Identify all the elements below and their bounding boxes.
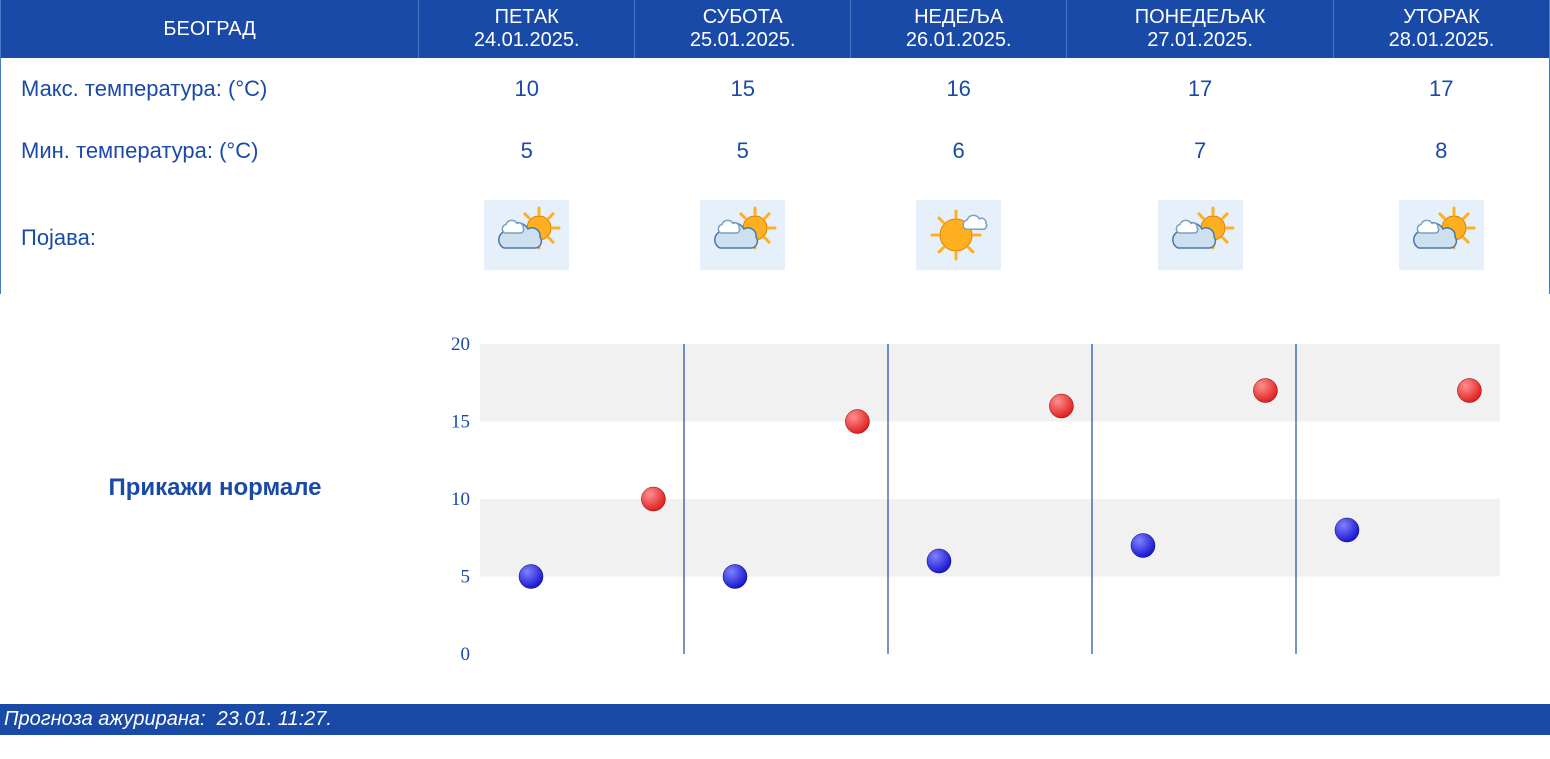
- row-min-temp: Мин. температура: (°C) 5 5 6 7 8: [1, 120, 1550, 182]
- weather-icon-0: [484, 200, 569, 270]
- svg-text:0: 0: [461, 644, 471, 665]
- max-2: 16: [851, 58, 1067, 120]
- row-min-label: Мин. температура: (°C): [1, 120, 419, 182]
- max-3: 17: [1067, 58, 1334, 120]
- row-condition: Појава:: [1, 182, 1550, 294]
- cond-4: [1333, 182, 1549, 294]
- min-2: 6: [851, 120, 1067, 182]
- cond-0: [419, 182, 635, 294]
- row-cond-label: Појава:: [1, 182, 419, 294]
- header-city: БЕОГРАД: [1, 0, 419, 58]
- svg-text:10: 10: [451, 489, 470, 510]
- min-4: 8: [1333, 120, 1549, 182]
- min-0: 5: [419, 120, 635, 182]
- min-3: 7: [1067, 120, 1334, 182]
- forecast-table: БЕОГРАД ПЕТАК24.01.2025. СУБОТА25.01.202…: [0, 0, 1550, 294]
- max-4: 17: [1333, 58, 1549, 120]
- temperature-chart: 0 5 10 15 20: [430, 334, 1510, 674]
- cond-2: [851, 182, 1067, 294]
- weather-icon-4: [1399, 200, 1484, 270]
- show-normals-link[interactable]: Прикажи нормале: [108, 474, 321, 501]
- header-row: БЕОГРАД ПЕТАК24.01.2025. СУБОТА25.01.202…: [1, 0, 1550, 58]
- weather-icon-1: [700, 200, 785, 270]
- max-1: 15: [635, 58, 851, 120]
- cond-3: [1067, 182, 1334, 294]
- weather-icon-2: [916, 200, 1001, 270]
- svg-text:5: 5: [461, 567, 471, 588]
- header-day-2: НЕДЕЉА26.01.2025.: [851, 0, 1067, 58]
- weather-icon-3: [1158, 200, 1243, 270]
- svg-text:15: 15: [451, 412, 470, 433]
- header-day-1: СУБОТА25.01.2025.: [635, 0, 851, 58]
- max-0: 10: [419, 58, 635, 120]
- min-1: 5: [635, 120, 851, 182]
- footer-updated: Прогноза ажурирана: 23.01. 11:27.: [0, 704, 1550, 735]
- cond-1: [635, 182, 851, 294]
- header-day-0: ПЕТАК24.01.2025.: [419, 0, 635, 58]
- svg-text:20: 20: [451, 334, 470, 355]
- row-max-temp: Макс. температура: (°C) 10 15 16 17 17: [1, 58, 1550, 120]
- header-day-3: ПОНЕДЕЉАК27.01.2025.: [1067, 0, 1334, 58]
- row-max-label: Макс. температура: (°C): [1, 58, 419, 120]
- header-day-4: УТОРАК28.01.2025.: [1333, 0, 1549, 58]
